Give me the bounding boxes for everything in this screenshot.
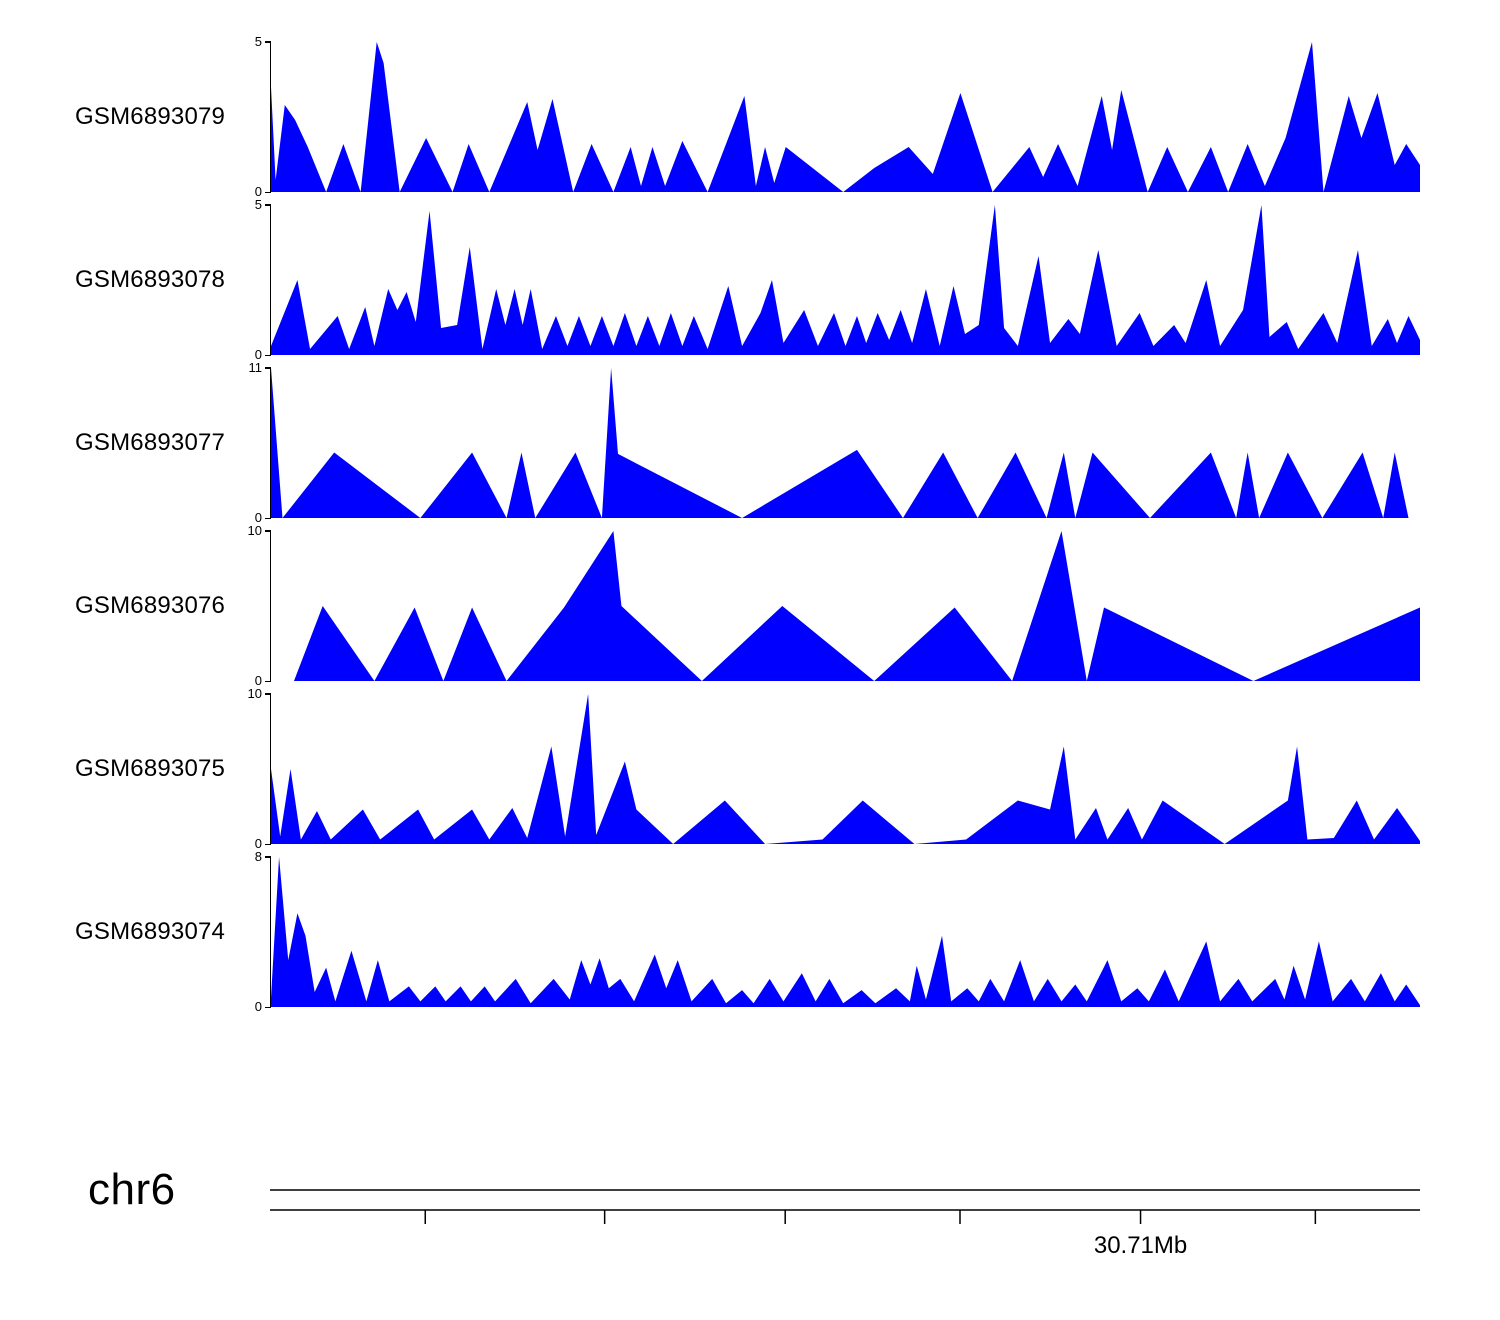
y-axis-max-label: 10 bbox=[247, 686, 262, 701]
coverage-area bbox=[271, 205, 1420, 355]
coverage-plot-area bbox=[265, 41, 1420, 193]
track-row: GSM6893079 5 0 bbox=[0, 35, 1500, 205]
coverage-svg bbox=[271, 857, 1420, 1007]
coverage-plot-area bbox=[265, 530, 1420, 682]
y-axis-min-label: 0 bbox=[254, 347, 262, 362]
coverage-svg bbox=[271, 205, 1420, 355]
coverage-area bbox=[271, 857, 1420, 1007]
coverage-plot-area bbox=[265, 856, 1420, 1008]
coverage-area bbox=[271, 531, 1420, 681]
track-label: GSM6893079 bbox=[75, 103, 226, 130]
coverage-plot-area bbox=[265, 204, 1420, 356]
y-axis-min-label: 0 bbox=[254, 999, 262, 1014]
coverage-svg bbox=[271, 531, 1420, 681]
y-axis-min-label: 0 bbox=[254, 510, 262, 525]
track-plot: 10 0 bbox=[248, 687, 1420, 851]
y-axis-min-label: 0 bbox=[254, 673, 262, 688]
coverage-area bbox=[271, 368, 1420, 518]
track-plot: 11 0 bbox=[249, 361, 1420, 525]
track-label: GSM6893075 bbox=[75, 755, 226, 782]
track-row: GSM6893077 11 0 bbox=[0, 361, 1500, 531]
y-axis-max-label: 10 bbox=[247, 523, 262, 538]
coverage-svg bbox=[271, 42, 1420, 192]
coverage-plot-area bbox=[265, 367, 1420, 519]
y-axis-max-label: 11 bbox=[248, 360, 263, 375]
coverage-area bbox=[271, 42, 1420, 192]
chromosome-label: chr6 bbox=[88, 1165, 176, 1214]
track-row: GSM6893078 5 0 bbox=[0, 198, 1500, 368]
track-row: GSM6893074 8 0 bbox=[0, 850, 1500, 1020]
coverage-svg bbox=[271, 368, 1420, 518]
genome-axis-ruler bbox=[270, 1189, 1420, 1224]
y-axis-max-label: 8 bbox=[254, 849, 262, 864]
track-plot: 10 0 bbox=[248, 524, 1420, 688]
y-axis-max-label: 5 bbox=[254, 197, 262, 212]
coverage-plot-area bbox=[265, 693, 1420, 845]
track-label: GSM6893077 bbox=[75, 429, 226, 456]
track-label: GSM6893074 bbox=[75, 918, 226, 945]
y-axis-min-label: 0 bbox=[254, 184, 262, 199]
coverage-svg bbox=[271, 694, 1420, 844]
coverage-area bbox=[271, 694, 1420, 844]
track-row: GSM6893076 10 0 bbox=[0, 524, 1500, 694]
track-row: GSM6893075 10 0 bbox=[0, 687, 1500, 857]
y-axis-max-label: 5 bbox=[254, 34, 262, 49]
y-axis-min-label: 0 bbox=[254, 836, 262, 851]
tracks-container: GSM6893079 5 0 GSM6893078 5 0 GSM6893077 11 0 GSM… bbox=[0, 35, 1500, 1020]
track-label: GSM6893078 bbox=[75, 266, 226, 293]
track-label: GSM6893076 bbox=[75, 592, 226, 619]
genome-axis: 30.71Mb bbox=[270, 1188, 1420, 1288]
genome-position-label: 30.71Mb bbox=[1093, 1232, 1188, 1259]
